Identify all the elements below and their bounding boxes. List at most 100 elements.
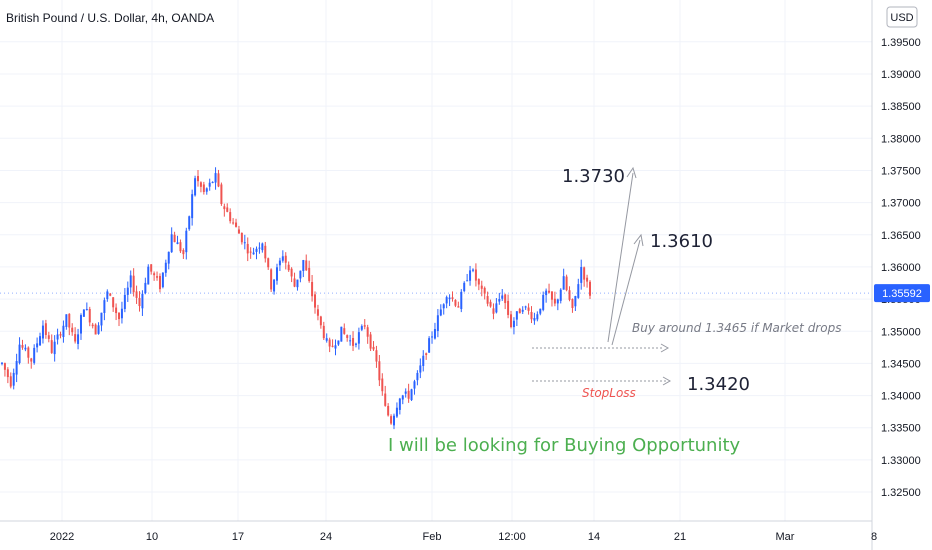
candle-down (94, 324, 97, 335)
candle-down (375, 350, 378, 362)
candle-down (21, 345, 24, 348)
candle-up (123, 294, 126, 309)
candle-up (401, 395, 404, 400)
candle-up (261, 243, 264, 251)
candle-up (252, 252, 255, 255)
candle-down (390, 416, 393, 424)
candle-down (322, 325, 325, 339)
candle-up (141, 293, 144, 309)
stoploss-arrow-head (662, 376, 672, 386)
candle-up (176, 242, 179, 245)
candle-down (372, 346, 375, 350)
candle-down (553, 298, 556, 304)
candle-up (340, 326, 343, 342)
candle-up (255, 248, 258, 252)
candle-up (439, 309, 442, 316)
candle-down (381, 378, 384, 392)
candle-down (132, 275, 135, 293)
candle-down (27, 347, 30, 358)
candle-down (264, 245, 267, 259)
candle-up (12, 372, 15, 386)
candle-down (425, 353, 428, 356)
candle-up (404, 391, 407, 394)
candle-up (524, 306, 527, 308)
candle-down (173, 234, 176, 243)
candle-down (9, 376, 12, 387)
candle-up (498, 299, 501, 302)
target1-arrow (607, 172, 634, 343)
candle-down (483, 287, 486, 294)
candle-down (267, 258, 270, 268)
candle-down (71, 327, 74, 333)
price-tick-label: 1.35000 (881, 326, 921, 338)
currency-label: USD (890, 12, 913, 24)
candle-down (314, 294, 317, 308)
candle-down (489, 301, 492, 307)
stoploss-label: StopLoss (582, 386, 636, 400)
candle-up (349, 340, 352, 342)
time-axis[interactable] (0, 521, 872, 550)
candle-up (211, 181, 214, 183)
candle-up (273, 279, 276, 292)
candle-down (112, 297, 115, 308)
candle-down (589, 281, 591, 296)
candle-up (85, 308, 88, 310)
candle-down (249, 251, 252, 253)
candle-down (47, 335, 50, 339)
candle-up (580, 267, 583, 283)
candle-down (568, 290, 571, 300)
buy-level-arrow-head (660, 343, 670, 353)
time-tick-label: Mar (776, 531, 795, 543)
candle-up (495, 303, 498, 313)
candle-down (363, 325, 366, 327)
candle-up (24, 347, 27, 350)
buy-note: Buy around 1.3465 if Market drops (632, 321, 841, 335)
currency-button[interactable] (886, 6, 918, 28)
candle-up (536, 314, 539, 320)
candle-down (319, 316, 322, 326)
candle-up (106, 291, 109, 300)
candle-up (463, 282, 466, 292)
candle-down (311, 281, 314, 297)
candle-down (118, 312, 121, 320)
candle-up (559, 289, 562, 301)
candle-down (387, 406, 390, 416)
candle-up (556, 299, 559, 304)
candle-down (287, 264, 290, 271)
candle-down (109, 293, 112, 296)
candle-down (158, 276, 161, 290)
candle-down (352, 338, 355, 346)
candle-down (284, 255, 287, 263)
candle-up (325, 338, 328, 341)
candle-up (167, 251, 170, 264)
candle-up (337, 340, 340, 345)
candle-down (68, 313, 71, 328)
candle-up (416, 372, 419, 381)
price-tick-label: 1.37000 (881, 198, 921, 210)
candle-up (53, 341, 56, 355)
candle-up (161, 272, 164, 288)
candle-down (3, 363, 6, 370)
candle-down (197, 176, 199, 182)
price-axis[interactable] (872, 0, 932, 550)
candle-down (565, 276, 568, 291)
candle-up (299, 270, 302, 279)
candle-up (562, 276, 565, 290)
price-tick-label: 1.34500 (881, 358, 921, 370)
candle-down (290, 268, 293, 277)
candle-down (59, 334, 62, 336)
time-tick-label: 14 (588, 531, 600, 543)
target1-label: 1.3730 (562, 166, 625, 187)
candle-down (74, 334, 77, 342)
price-tick-label: 1.36000 (881, 262, 921, 274)
candle-up (188, 216, 191, 230)
price-axis-ticks: 1.32500 1.33000 1.33500 1.34000 1.34500 1.350… (881, 37, 921, 499)
candle-up (18, 344, 21, 363)
candle-up (15, 361, 18, 375)
candle-up (521, 309, 524, 312)
candle-down (504, 294, 507, 304)
candle-down (150, 264, 153, 272)
candle-up (445, 297, 448, 304)
price-tick-label: 1.38000 (881, 133, 921, 145)
